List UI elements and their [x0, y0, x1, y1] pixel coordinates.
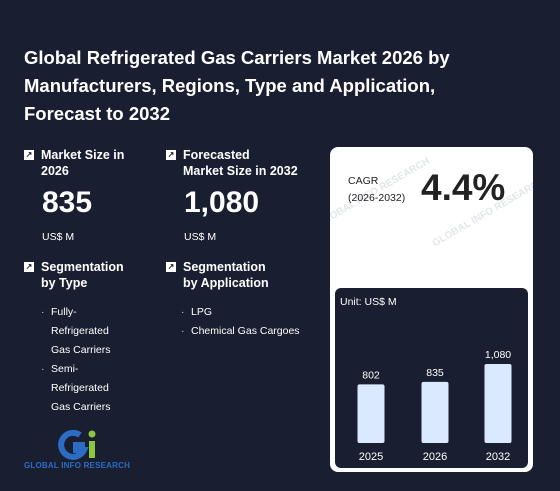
- market-size-value: 835: [42, 186, 93, 219]
- list-item: Fully-Refrigerated Gas Carriers: [41, 303, 123, 360]
- forecast-label-line1: Forecasted: [183, 148, 250, 162]
- forecast-stat: ↗ Forecasted Market Size in 2032 1,080 U…: [166, 147, 316, 243]
- x-tick-label: 2026: [423, 451, 447, 463]
- list-item: Chemical Gas Cargoes: [181, 322, 326, 341]
- list-item: Semi-Refrigerated Gas Carriers: [41, 360, 123, 417]
- bar-value-label: 835: [426, 367, 444, 379]
- bar-2025: [357, 384, 385, 443]
- cagr-label-line1: CAGR: [348, 175, 379, 187]
- arrow-up-right-icon: ↗: [24, 150, 34, 160]
- x-tick-label: 2025: [359, 451, 383, 463]
- bar-2032: [484, 364, 512, 443]
- chart-svg: 802 2025 835 2026 1,080 2032: [357, 349, 512, 463]
- cagr-label-line2: (2026-2032): [348, 192, 406, 204]
- company-logo: GLOBAL INFO RESEARCH: [24, 428, 142, 472]
- cagr-label: CAGR (2026-2032): [348, 173, 405, 207]
- market-size-label: Market Size in 2026: [41, 148, 125, 178]
- seg-app-label-line1: Segmentation: [183, 260, 266, 274]
- seg-type-label-line2: by Type: [41, 276, 88, 290]
- arrow-up-right-icon: ↗: [166, 262, 176, 272]
- bar-chart: Unit: US$ M 802 2025 835 2026 1,080 2032: [335, 288, 528, 468]
- bar-value-label: 802: [362, 369, 380, 381]
- cagr-value: 4.4%: [421, 167, 506, 208]
- list-item: LPG: [181, 303, 326, 322]
- chart-unit-label: Unit: US$ M: [340, 296, 397, 308]
- bar-value-label: 1,080: [485, 349, 511, 361]
- forecast-unit: US$ M: [184, 231, 217, 243]
- seg-type-label-line1: Segmentation: [41, 260, 124, 274]
- arrow-up-right-icon: ↗: [24, 262, 34, 272]
- x-tick-label: 2032: [486, 451, 510, 463]
- segmentation-type: ↗ Segmentation by Type Fully-Refrigerate…: [24, 259, 154, 417]
- cagr-card: GLOBAL INFO RESEARCH GLOBAL INFO RESEARC…: [330, 147, 533, 472]
- bar-2026: [421, 381, 449, 443]
- forecast-value: 1,080: [184, 186, 260, 219]
- logo-mark-icon: [58, 429, 96, 460]
- seg-app-list: LPG Chemical Gas Cargoes: [181, 303, 326, 341]
- segmentation-application: ↗ Segmentation by Application LPG Chemic…: [166, 259, 326, 341]
- page-title: Global Refrigerated Gas Carriers Market …: [24, 47, 450, 124]
- seg-type-list: Fully-Refrigerated Gas Carriers Semi-Ref…: [41, 303, 123, 417]
- logo-text: GLOBAL INFO RESEARCH: [24, 461, 131, 470]
- market-size-unit: US$ M: [42, 231, 75, 243]
- arrow-up-right-icon: ↗: [166, 150, 176, 160]
- forecast-label-line2: Market Size in 2032: [183, 164, 298, 178]
- market-size-stat: ↗ Market Size in 2026 835 US$ M: [24, 147, 154, 243]
- seg-app-label-line2: by Application: [183, 276, 269, 290]
